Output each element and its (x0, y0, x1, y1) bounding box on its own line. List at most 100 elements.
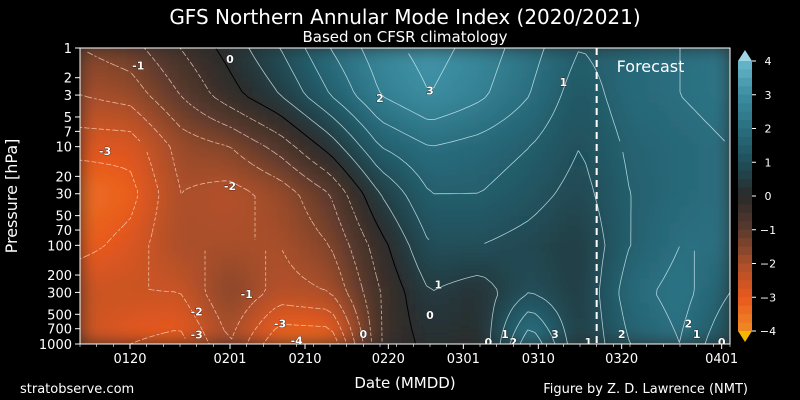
contour-label: -3 (99, 145, 111, 158)
heatmap-cell (309, 167, 321, 177)
heatmap-cell (329, 103, 341, 113)
heatmap-cell (469, 135, 481, 145)
heatmap-cell (419, 175, 431, 185)
heatmap-cell (219, 175, 231, 185)
heatmap-cell (199, 167, 211, 177)
heatmap-cell (119, 71, 131, 81)
heatmap-cell (119, 263, 131, 273)
heatmap-cell (669, 135, 681, 145)
heatmap-cell (689, 263, 701, 273)
heatmap-cell (569, 239, 581, 249)
heatmap-cell (549, 143, 561, 153)
heatmap-cell (389, 335, 401, 344)
heatmap-cell (209, 119, 221, 129)
heatmap-cell (479, 87, 491, 97)
heatmap-cell (89, 327, 101, 337)
heatmap-cell (299, 55, 311, 65)
heatmap-cell (669, 48, 681, 57)
heatmap-cell (229, 87, 241, 97)
heatmap-cell (269, 335, 281, 344)
heatmap-cell (509, 183, 521, 193)
heatmap-cell (309, 335, 321, 344)
heatmap-cell (609, 103, 621, 113)
heatmap-cell (389, 311, 401, 321)
heatmap-cell (349, 111, 361, 121)
heatmap-cell (459, 279, 471, 289)
heatmap-cell (259, 63, 271, 73)
heatmap-cell (519, 191, 531, 201)
heatmap-cell (529, 135, 541, 145)
heatmap-cell (349, 191, 361, 201)
heatmap-cell (99, 239, 111, 249)
heatmap-cell (679, 135, 691, 145)
heatmap-cell (89, 55, 101, 65)
heatmap-cell (459, 231, 471, 241)
heatmap-cell (709, 319, 721, 329)
heatmap-cell (649, 143, 661, 153)
heatmap-cell (239, 175, 251, 185)
heatmap-cell (119, 143, 131, 153)
heatmap-cell (709, 239, 721, 249)
heatmap-cell (329, 151, 341, 161)
heatmap-cell (659, 311, 671, 321)
heatmap-cell (349, 231, 361, 241)
heatmap-cell (299, 159, 311, 169)
y-tick-label: 200 (47, 269, 72, 284)
heatmap-cell (429, 231, 441, 241)
heatmap-cell (279, 119, 291, 129)
heatmap-cell (329, 335, 341, 344)
heatmap-cell (679, 175, 691, 185)
heatmap-cell (279, 207, 291, 217)
heatmap-cell (289, 199, 301, 209)
heatmap-cell (589, 287, 601, 297)
heatmap-cell (169, 231, 181, 241)
heatmap-cell (419, 135, 431, 145)
heatmap-cell (369, 48, 381, 57)
heatmap-cell (129, 319, 141, 329)
heatmap-cell (489, 215, 501, 225)
heatmap-cell (459, 159, 471, 169)
heatmap-cell (599, 199, 611, 209)
heatmap-cell (459, 119, 471, 129)
heatmap-cell (339, 95, 351, 105)
heatmap-cell (439, 191, 451, 201)
heatmap-cell (139, 103, 151, 113)
heatmap-cell (119, 175, 131, 185)
heatmap-cell (249, 63, 261, 73)
heatmap-cell (299, 255, 311, 265)
heatmap-cell (719, 271, 730, 281)
heatmap-cell (129, 335, 141, 344)
heatmap-cell (499, 223, 511, 233)
heatmap-cell (659, 127, 671, 137)
heatmap-cell (699, 287, 711, 297)
heatmap-cell (529, 191, 541, 201)
heatmap-cell (459, 303, 471, 313)
heatmap-cell (209, 143, 221, 153)
heatmap-cell (629, 215, 641, 225)
heatmap-cell (259, 207, 271, 217)
heatmap-cell (109, 199, 121, 209)
heatmap-cell (679, 279, 691, 289)
heatmap-cell (119, 135, 131, 145)
heatmap-cell (80, 199, 91, 209)
heatmap-cell (279, 335, 291, 344)
heatmap-cell (499, 87, 511, 97)
heatmap-cell (309, 143, 321, 153)
heatmap-cell (709, 48, 721, 57)
heatmap-cell (469, 111, 481, 121)
heatmap-cell (279, 199, 291, 209)
heatmap-cell (369, 95, 381, 105)
heatmap-cell (409, 95, 421, 105)
heatmap-cell (139, 48, 151, 57)
heatmap-cell (529, 87, 541, 97)
heatmap-cell (339, 175, 351, 185)
heatmap-cell (639, 271, 651, 281)
heatmap-cell (529, 255, 541, 265)
heatmap-cell (119, 55, 131, 65)
heatmap-cell (289, 223, 301, 233)
heatmap-cell (249, 135, 261, 145)
heatmap-cell (669, 311, 681, 321)
colorbar-band (738, 271, 752, 281)
heatmap-cell (579, 255, 591, 265)
heatmap-cell (579, 215, 591, 225)
